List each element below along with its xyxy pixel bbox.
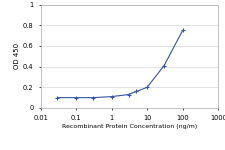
Y-axis label: OD 450: OD 450 [14,43,20,69]
X-axis label: Recombinant Protein Concentration (ng/m): Recombinant Protein Concentration (ng/m) [62,124,197,129]
